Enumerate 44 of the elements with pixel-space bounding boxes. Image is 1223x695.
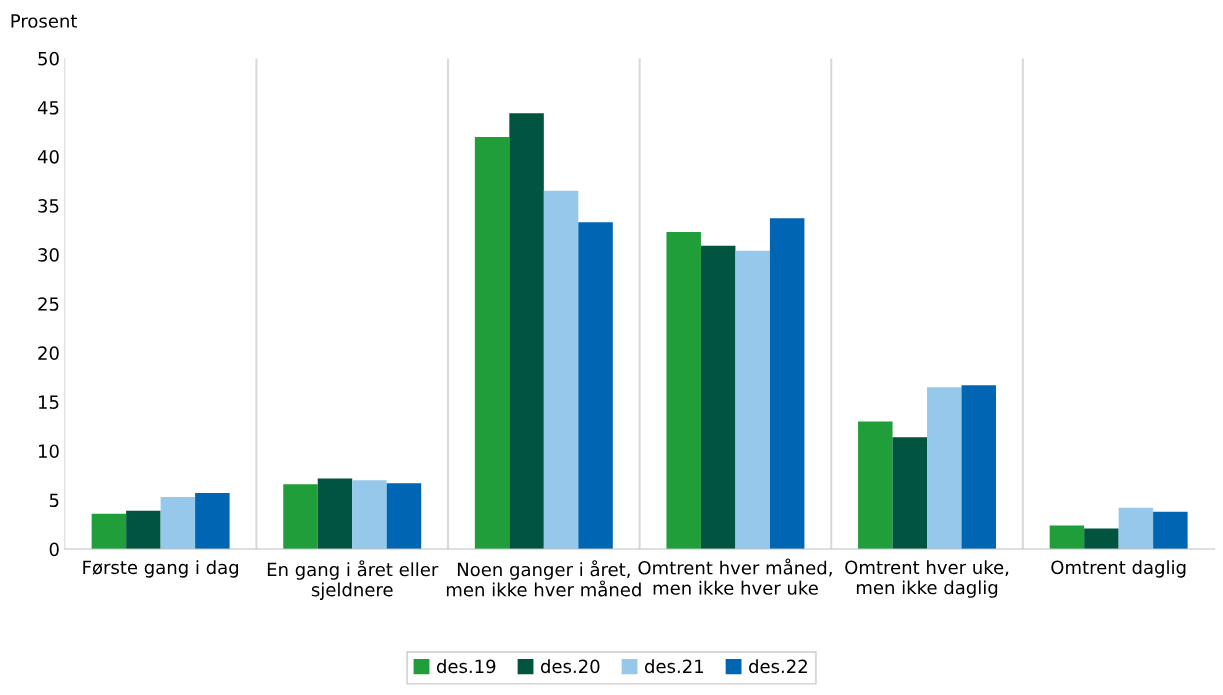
bar: [1153, 511, 1188, 550]
y-tick-label: 45: [37, 101, 59, 115]
bar: [700, 245, 736, 550]
bar: [927, 387, 962, 550]
legend-label: des.20: [540, 659, 600, 674]
x-tick-label: Omtrent daglig: [1051, 560, 1186, 578]
bar: [666, 232, 701, 550]
legend-label: des.21: [645, 659, 704, 674]
y-tick-label: 0: [49, 542, 59, 557]
x-tick-label: Omtrent hver uke, men ikke daglig: [845, 560, 1009, 598]
bar: [858, 421, 893, 550]
x-tick-label: Første gang i dag: [83, 560, 239, 578]
y-tick-label: 25: [38, 297, 59, 311]
y-tick-label: 35: [38, 199, 59, 213]
bar: [1118, 507, 1154, 550]
y-tick-label: 40: [37, 149, 59, 164]
bar: [160, 497, 196, 550]
bar: [386, 483, 422, 550]
y-tick-label: 50: [38, 51, 59, 66]
bar: [195, 493, 230, 550]
y-tick-label: 10: [38, 444, 59, 459]
bar: [961, 385, 997, 550]
y-tick-label: 5: [49, 493, 59, 508]
bar: [91, 513, 127, 550]
y-axis-title: Prosent: [11, 14, 78, 28]
y-tick-label: 20: [38, 346, 59, 360]
legend-label: des.19: [436, 659, 496, 674]
bar: [317, 478, 353, 550]
bar: [126, 510, 161, 550]
bar: [892, 437, 928, 550]
bar: [509, 113, 544, 550]
y-tick-label: 30: [38, 248, 59, 262]
bar: [1084, 528, 1119, 550]
bar: [352, 480, 387, 550]
bar: [474, 136, 510, 550]
bar: [543, 190, 579, 550]
legend-label: des.22: [749, 659, 807, 674]
bar: [578, 222, 613, 550]
y-tick-label: 15: [38, 395, 59, 409]
bar: [735, 250, 770, 550]
x-tick-label: En gang i året eller sjeldnere: [267, 560, 439, 600]
bar: [283, 484, 318, 550]
bar: [1049, 525, 1085, 550]
bar: [769, 218, 805, 550]
